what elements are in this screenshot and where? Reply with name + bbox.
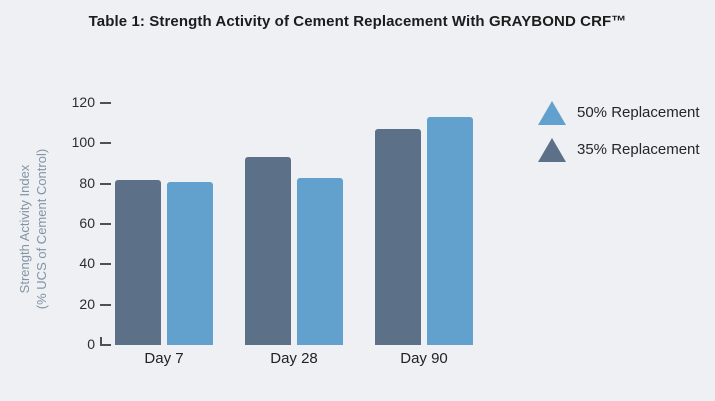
y-tick-label-0: 0: [87, 336, 95, 352]
y-tick-label-60: 60: [79, 215, 95, 231]
y-tick-label-120: 120: [71, 94, 95, 110]
y-tick-label-20: 20: [79, 295, 95, 312]
y-tick-mark-60: [100, 223, 111, 225]
bar-50-replacement-day-28: [297, 178, 343, 345]
legend-item-35-replacement: 35% Replacement: [538, 135, 700, 164]
x-tick-label-day-7: Day 7: [144, 350, 184, 367]
legend-label-50-replacement: 50% Replacement: [577, 104, 700, 121]
legend-item-50-replacement: 50% Replacement: [538, 98, 700, 127]
legend-label-35-replacement: 35% Replacement: [577, 141, 700, 158]
y-tick-label-80: 80: [79, 174, 95, 191]
chart-legend: 50% Replacement 35% Replacement: [538, 98, 700, 172]
y-tick-mark-0: [100, 344, 111, 346]
y-tick-mark-100: [100, 142, 111, 145]
x-tick-label-day-28: Day 28: [270, 350, 318, 367]
y-tick-label-100: 100: [71, 134, 95, 151]
bar-50-replacement-day-7: [167, 182, 213, 345]
legend-triangle-icon-50-replacement: [538, 100, 566, 125]
bar-35-replacement-day-7: [115, 180, 161, 345]
y-axis-label-line1: Strength Activity Index: [17, 164, 32, 294]
y-tick-mark-40: [100, 263, 111, 266]
y-tick-mark-20: [100, 303, 111, 306]
x-tick-label-day-90: Day 90: [400, 350, 448, 367]
legend-triangle-icon-35-replacement: [538, 137, 566, 162]
y-tick-mark-120: [100, 102, 111, 104]
y-axis-label: Strength Activity Index (% UCS of Cement…: [16, 79, 50, 379]
bar-50-replacement-day-90: [427, 117, 473, 345]
chart-title: Table 1: Strength Activity of Cement Rep…: [88, 13, 627, 30]
y-tick-label-40: 40: [79, 255, 95, 272]
bar-35-replacement-day-28: [245, 157, 291, 345]
y-tick-mark-80: [100, 182, 111, 185]
bar-35-replacement-day-90: [375, 129, 421, 345]
y-axis-label-line2: (% UCS of Cement Control): [34, 148, 49, 310]
y-axis-zero-corner: [100, 337, 102, 345]
